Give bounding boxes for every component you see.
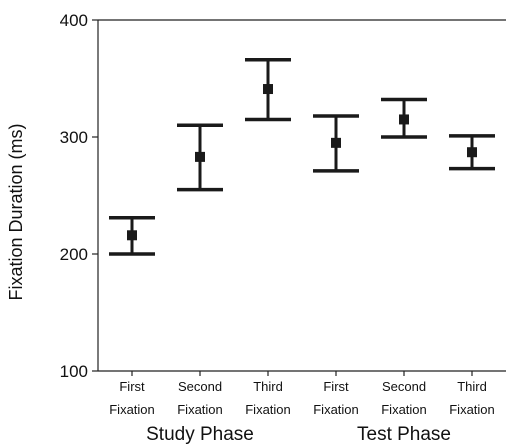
y-tick-label: 400 <box>60 11 88 30</box>
x-category-label-line2: Fixation <box>313 402 359 417</box>
mean-point <box>263 84 273 95</box>
mean-point <box>195 151 205 162</box>
mean-point <box>127 230 137 241</box>
mean-point <box>467 147 477 158</box>
y-axis-title: Fixation Duration (ms) <box>6 123 26 300</box>
y-tick-label: 200 <box>60 245 88 264</box>
x-category-label-line2: Fixation <box>245 402 291 417</box>
y-ticks: 100 200 300 400 <box>60 11 98 381</box>
x-category-label-line1: Second <box>178 379 222 394</box>
mean-point <box>331 137 341 148</box>
x-category-label-line2: Fixation <box>449 402 495 417</box>
x-category-label-line1: Second <box>382 379 426 394</box>
data-marks <box>109 58 495 256</box>
mean-point <box>399 114 409 125</box>
group-label: Study Phase <box>146 424 254 444</box>
x-category-label-line2: Fixation <box>381 402 427 417</box>
x-category-label-line1: Third <box>457 379 487 394</box>
x-category-label-line2: Fixation <box>109 402 155 417</box>
group-labels: Study Phase Test Phase <box>146 424 451 444</box>
x-category-label-line2: Fixation <box>177 402 223 417</box>
x-category-labels: First Fixation Second Fixation Third Fixation… <box>109 371 495 417</box>
y-tick-label: 300 <box>60 128 88 147</box>
x-category-label-line1: First <box>323 379 349 394</box>
x-category-label-line1: Third <box>253 379 283 394</box>
group-label: Test Phase <box>357 424 451 444</box>
y-tick-label: 100 <box>60 362 88 381</box>
axes <box>97 19 506 372</box>
x-category-label-line1: First <box>119 379 145 394</box>
